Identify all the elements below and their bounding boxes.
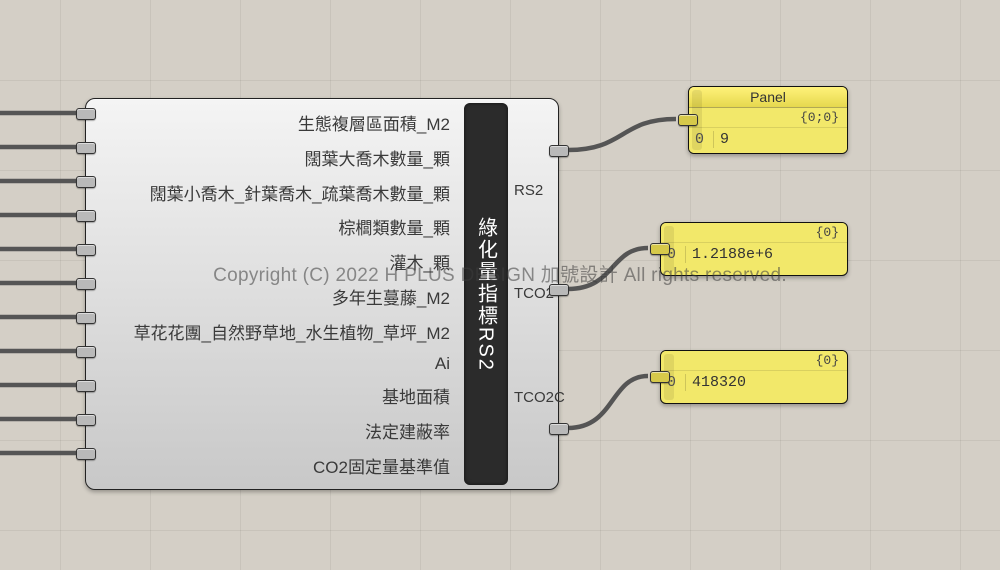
component-inputs: 生態複層區面積_M2 闊葉大喬木數量_顆 闊葉小喬木_針葉喬木_疏葉喬木數量_顆… [86, 99, 464, 489]
panel-body: {0;0} 0 9 [689, 108, 847, 154]
out-label-2: TCO2C [508, 389, 558, 406]
panel-val: 418320 [692, 374, 841, 391]
input-grip[interactable] [76, 414, 96, 426]
in-label-2: 闊葉小喬木_針葉喬木_疏葉喬木數量_顆 [86, 180, 464, 205]
out-label-0: RS2 [508, 182, 558, 199]
panel-val: 9 [720, 131, 841, 148]
in-label-9: 法定建蔽率 [86, 418, 464, 443]
input-grip[interactable] [76, 278, 96, 290]
output-grip-tco2[interactable] [549, 284, 569, 296]
input-grip[interactable] [76, 176, 96, 188]
output-grip-rs2[interactable] [549, 145, 569, 157]
panel-body: {0} 0 418320 [661, 351, 847, 397]
panel-tco2[interactable]: {0} 0 1.2188e+6 [660, 222, 848, 276]
output-grip-tco2c[interactable] [549, 423, 569, 435]
panel-row: 0 418320 [661, 371, 847, 397]
in-label-3: 棕櫚類數量_顆 [86, 214, 464, 239]
panel-path: {0} [661, 351, 847, 371]
input-grip[interactable] [76, 312, 96, 324]
in-label-10: CO2固定量基準值 [86, 453, 464, 478]
input-grip[interactable] [76, 346, 96, 358]
panel-row: 0 9 [689, 128, 847, 154]
in-label-1: 闊葉大喬木數量_顆 [86, 145, 464, 170]
input-grip[interactable] [76, 210, 96, 222]
in-label-4: 灌木_顆 [86, 249, 464, 274]
input-grip[interactable] [76, 108, 96, 120]
in-label-6: 草花花團_自然野草地_水生植物_草坪_M2 [86, 319, 464, 344]
panel-input-grip[interactable] [650, 243, 670, 255]
panel-val: 1.2188e+6 [692, 246, 841, 263]
in-label-5: 多年生蔓藤_M2 [86, 284, 464, 309]
panel-rs2[interactable]: Panel {0;0} 0 9 [688, 86, 848, 154]
in-label-0: 生態複層區面積_M2 [86, 110, 464, 135]
panel-tco2c[interactable]: {0} 0 418320 [660, 350, 848, 404]
panel-input-grip[interactable] [678, 114, 698, 126]
input-grip[interactable] [76, 142, 96, 154]
panel-row: 0 1.2188e+6 [661, 243, 847, 269]
panel-input-grip[interactable] [650, 371, 670, 383]
input-grip[interactable] [76, 244, 96, 256]
input-grip[interactable] [76, 380, 96, 392]
in-label-8: 基地面積 [86, 383, 464, 408]
grasshopper-canvas[interactable]: 生態複層區面積_M2 闊葉大喬木數量_顆 闊葉小喬木_針葉喬木_疏葉喬木數量_顆… [0, 0, 1000, 570]
in-label-7: Ai [86, 354, 464, 374]
panel-path: {0} [661, 223, 847, 243]
panel-title: Panel [689, 87, 847, 108]
component-name-strip: 綠化量指標RS2 [464, 103, 508, 485]
component-rs2[interactable]: 生態複層區面積_M2 闊葉大喬木數量_顆 闊葉小喬木_針葉喬木_疏葉喬木數量_顆… [85, 98, 559, 490]
panel-path: {0;0} [689, 108, 847, 128]
panel-body: {0} 0 1.2188e+6 [661, 223, 847, 269]
input-grip[interactable] [76, 448, 96, 460]
